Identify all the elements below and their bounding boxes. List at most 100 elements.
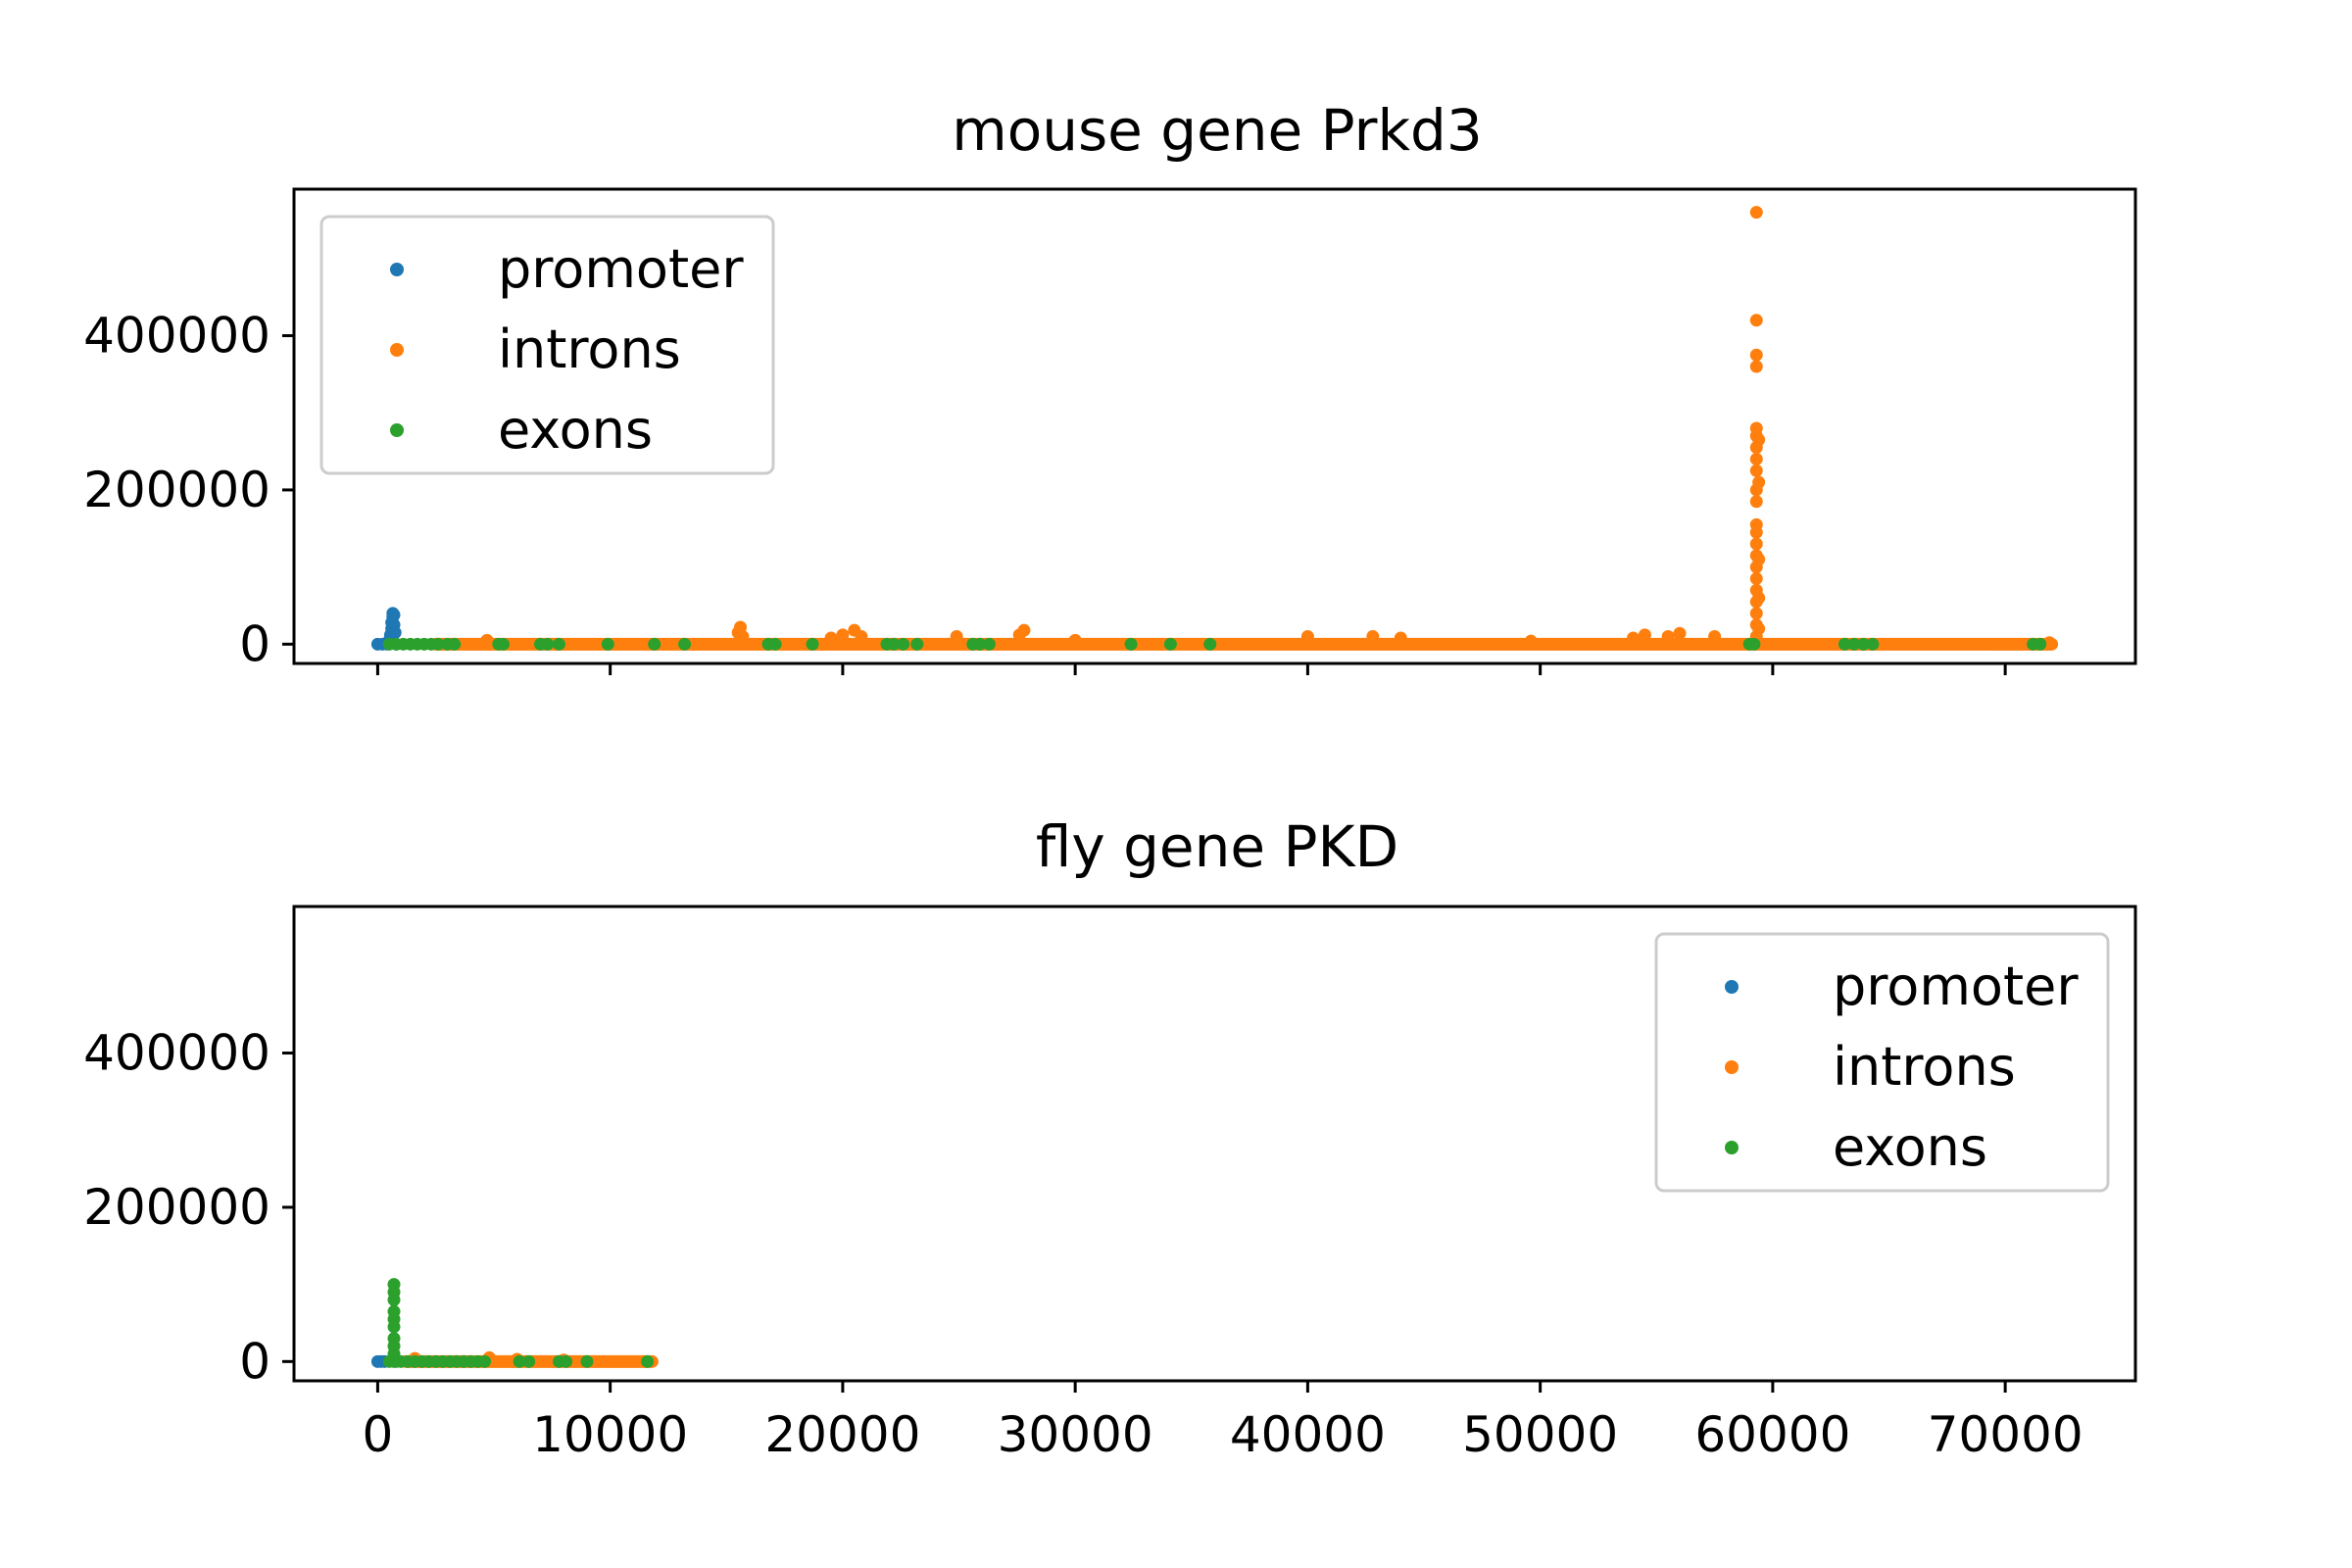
fly-gene-x-tick-label-4: 40000: [1230, 1406, 1386, 1463]
mouse-gene-exons-point-36: [1866, 637, 1880, 651]
fly-gene-x-tick-label-6: 60000: [1694, 1406, 1850, 1463]
fly-gene-legend-marker-promoter: [1725, 980, 1739, 994]
mouse-gene-promoter-point-11: [388, 626, 402, 640]
fly-gene-y-axis: 0 200000 400000: [83, 1025, 294, 1390]
mouse-gene-series-introns: [429, 206, 2059, 651]
mouse-gene-introns-point-18: [1661, 629, 1675, 643]
fly-gene-exons-point-26: [522, 1354, 536, 1368]
mouse-gene-introns-point-41: [1749, 314, 1763, 327]
fly-gene-x-tick-label-1: 10000: [532, 1406, 688, 1463]
mouse-gene-exons-point-26: [973, 637, 987, 651]
mouse-gene-introns-point-42: [1749, 206, 1763, 220]
mouse-gene-exons-point-20: [806, 637, 819, 651]
mouse-gene-plot-area: [370, 206, 2059, 651]
mouse-gene-legend-marker-exons: [390, 423, 404, 437]
mouse-gene-introns-point-34: [1749, 464, 1763, 477]
mouse-gene-introns-point-31: [1749, 517, 1763, 531]
mouse-gene-introns-point-19: [1673, 626, 1687, 640]
mouse-gene-introns-point-40: [1749, 348, 1763, 362]
fly-gene-y-tick-label-2: 400000: [83, 1025, 270, 1082]
mouse-gene-exons-point-24: [910, 637, 924, 651]
fly-gene-legend-marker-exons: [1725, 1141, 1739, 1154]
mouse-gene-series-exons: [382, 637, 2047, 651]
fly-gene-legend-marker-introns: [1725, 1060, 1739, 1074]
mouse-gene-exons-point-9: [448, 637, 462, 651]
mouse-gene-introns-point-8: [950, 629, 963, 643]
mouse-gene-exons-point-34: [1847, 637, 1861, 651]
fly-gene-legend-box: [1654, 932, 2110, 1193]
fly-gene-legend-label-promoter: promoter: [1833, 956, 2079, 1017]
mouse-gene-panel: mouse gene Prkd3 0 200000 400000 promoter i…: [83, 97, 2137, 675]
fly-gene-exons-point-10: [387, 1278, 401, 1292]
mouse-gene-introns-point-47: [1752, 433, 1766, 447]
mouse-gene-promoter-point-9: [387, 608, 401, 621]
mouse-gene-introns-point-7: [855, 629, 868, 643]
fly-gene-series-exons: [382, 1278, 655, 1368]
mouse-gene-introns-point-23: [1749, 607, 1763, 620]
fly-gene-exons-point-7: [387, 1304, 401, 1318]
fly-gene-x-tick-label-5: 50000: [1462, 1406, 1618, 1463]
mouse-gene-introns-point-15: [1524, 634, 1538, 648]
mouse-gene-exons-point-19: [768, 637, 782, 651]
mouse-gene-exons-point-15: [601, 637, 614, 651]
fly-gene-exons-point-29: [580, 1354, 594, 1368]
fly-gene-y-tick-label-1: 200000: [83, 1179, 270, 1236]
mouse-gene-exons-point-30: [1203, 637, 1217, 651]
mouse-gene-introns-point-26: [1749, 571, 1763, 585]
mouse-gene-introns-point-29: [1749, 537, 1763, 551]
mouse-gene-legend-label-exons: exons: [498, 399, 653, 461]
mouse-gene-exons-point-38: [2034, 637, 2047, 651]
mouse-gene-panel-title: mouse gene Prkd3: [952, 97, 1483, 164]
mouse-gene-y-tick-label-1: 200000: [83, 462, 270, 518]
mouse-gene-introns-point-32: [1749, 495, 1763, 509]
fly-gene-axes-frame: [292, 905, 2137, 1383]
mouse-gene-y-tick-label-2: 400000: [83, 308, 270, 365]
mouse-gene-exons-point-23: [897, 637, 910, 651]
mouse-gene-introns-point-35: [1749, 452, 1763, 466]
mouse-gene-legend-marker-promoter: [390, 263, 404, 276]
fly-gene-legend-label-introns: introns: [1833, 1036, 2016, 1098]
mouse-gene-introns-point-11: [1068, 633, 1082, 647]
mouse-gene-exons-point-17: [678, 637, 692, 651]
fly-gene-exons-point-30: [641, 1354, 655, 1368]
mouse-gene-legend-marker-introns: [390, 343, 404, 357]
mouse-gene-legend-box: [319, 215, 775, 475]
fly-gene-panel-title: fly gene PKD: [1036, 813, 1398, 880]
mouse-gene-exons-point-7: [431, 637, 445, 651]
fly-gene-exons-point-25: [513, 1354, 526, 1368]
fly-gene-y-tick-label-0: 0: [239, 1333, 270, 1390]
mouse-gene-y-tick-label-0: 0: [239, 615, 270, 672]
mouse-gene-exons-point-35: [1856, 637, 1870, 651]
mouse-gene-legend-label-introns: introns: [498, 318, 681, 380]
fly-gene-legend: promoter introns exons: [1654, 932, 2110, 1193]
fly-gene-exons-point-28: [560, 1354, 573, 1368]
mouse-gene-introns-point-46: [1752, 475, 1766, 489]
mouse-gene-introns-point-39: [1749, 360, 1763, 373]
fly-gene-legend-label-exons: exons: [1833, 1116, 1987, 1178]
fly-gene-x-tick-label-3: 30000: [998, 1406, 1153, 1463]
mouse-gene-exons-point-13: [541, 637, 555, 651]
fly-gene-x-tick-label-0: 0: [363, 1406, 394, 1463]
mouse-gene-introns-point-38: [1749, 421, 1763, 435]
fly-gene-exons-point-4: [387, 1332, 401, 1346]
fly-gene-exons-point-24: [478, 1354, 492, 1368]
mouse-gene-introns-point-12: [1300, 629, 1314, 643]
fly-gene-x-axis: 0 10000 20000 30000 40000 50000 60000 70000: [363, 1381, 2083, 1463]
mouse-gene-introns-point-0: [480, 633, 494, 647]
mouse-gene-exons-point-11: [497, 637, 511, 651]
fly-gene-plot-area: [370, 1278, 659, 1368]
mouse-gene-introns-point-14: [1394, 631, 1407, 645]
mouse-gene-introns-point-45: [1752, 553, 1766, 566]
mouse-gene-y-axis: 0 200000 400000: [83, 308, 294, 672]
fly-gene-panel: fly gene PKD 0 200000 400000 0 10000 20000 30…: [83, 813, 2137, 1463]
mouse-gene-x-axis: [375, 663, 2007, 675]
mouse-gene-introns-point-5: [836, 628, 850, 642]
mouse-gene-introns-point-17: [1638, 628, 1651, 642]
mouse-gene-introns-point-43: [1752, 622, 1766, 636]
mouse-gene-introns-point-13: [1366, 629, 1380, 643]
mouse-gene-axes-frame: [292, 187, 2137, 665]
mouse-gene-exons-point-27: [982, 637, 996, 651]
mouse-gene-exons-point-14: [552, 637, 565, 651]
mouse-gene-introns-point-16: [1627, 631, 1641, 645]
